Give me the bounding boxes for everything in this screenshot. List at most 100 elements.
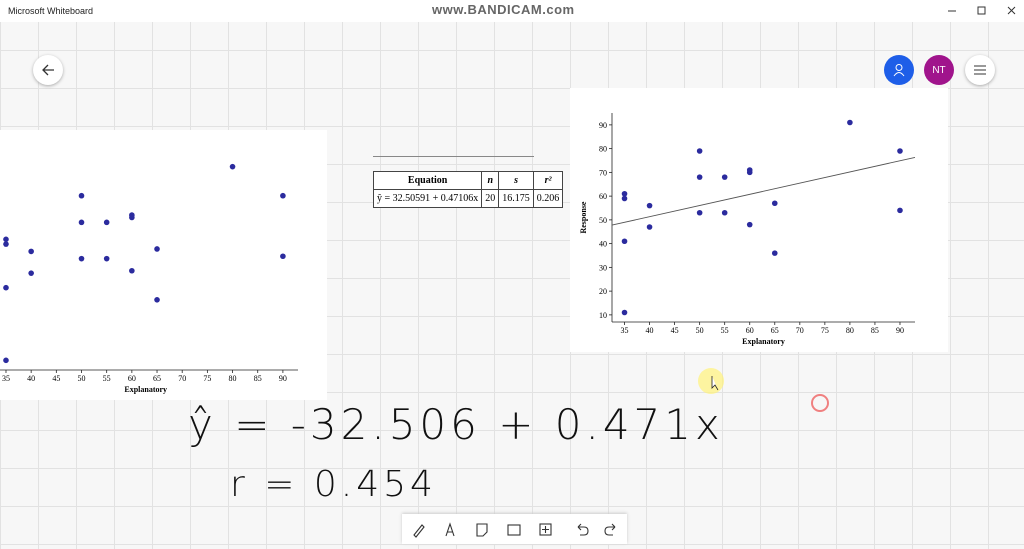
watermark: www.BANDICAM.com <box>432 2 575 17</box>
image-panel <box>0 130 327 400</box>
point <box>78 192 85 199</box>
y-axis-label: Response <box>579 201 588 233</box>
eraser-indicator <box>811 394 829 412</box>
x-tick-label: 55 <box>721 326 729 335</box>
toolbar <box>402 514 627 544</box>
avatar[interactable]: NT <box>924 55 954 85</box>
point <box>154 246 160 252</box>
handwritten-equation: ŷ = -32.506 + 0.471x <box>188 400 724 449</box>
x-tick-label: 60 <box>746 326 754 335</box>
x-tick-label: 70 <box>178 374 186 383</box>
point <box>771 200 778 207</box>
y-tick-label: 40 <box>599 240 607 249</box>
point <box>897 148 903 154</box>
image-tool[interactable] <box>507 524 521 536</box>
point <box>78 219 85 226</box>
point <box>229 163 236 170</box>
x-tick-label: 35 <box>621 326 629 335</box>
x-tick-label: 85 <box>254 374 262 383</box>
point <box>28 248 34 255</box>
x-tick-label: 40 <box>27 374 35 383</box>
point <box>746 221 753 228</box>
window-title: Microsoft Whiteboard <box>8 6 94 16</box>
close[interactable] <box>1007 6 1016 15</box>
toolbar-icons <box>413 522 616 538</box>
x-tick-label: 80 <box>229 374 237 383</box>
regression-table: Equation n s r² ŷ = 32.50591 + 0.47106x … <box>372 171 564 208</box>
note-tool[interactable] <box>476 523 488 537</box>
y-tick-label: 80 <box>599 145 607 154</box>
point <box>696 174 703 180</box>
redo[interactable] <box>604 523 616 536</box>
point <box>646 202 653 209</box>
x-tick-label: 70 <box>796 326 804 335</box>
x-tick-label: 40 <box>646 326 654 335</box>
x-axis-label: Explanatory <box>742 337 785 346</box>
point <box>103 255 110 262</box>
y-tick-label: 10 <box>599 311 607 320</box>
y-tick-label: 50 <box>599 216 607 225</box>
pen-tool[interactable] <box>413 524 425 538</box>
point <box>154 297 160 303</box>
point <box>746 169 753 176</box>
point <box>103 219 110 226</box>
cursor <box>711 376 719 391</box>
menu-button[interactable] <box>965 55 995 85</box>
text-tool[interactable] <box>445 522 455 537</box>
point <box>129 214 135 221</box>
point <box>897 207 903 214</box>
point <box>847 119 853 126</box>
x-tick-label: 35 <box>2 374 10 383</box>
fit-line <box>611 156 916 226</box>
window-controls[interactable] <box>940 0 1024 22</box>
point <box>721 209 728 216</box>
undo[interactable] <box>577 523 589 536</box>
cursor-highlight <box>698 368 724 394</box>
x-tick-label: 55 <box>103 374 111 383</box>
point <box>280 192 286 199</box>
share-button[interactable] <box>884 55 914 85</box>
y-tick-label: 60 <box>599 192 607 201</box>
point <box>3 284 9 291</box>
point <box>621 190 628 197</box>
x-tick-label: 75 <box>203 374 211 383</box>
x-axis-label: Explanatory <box>124 385 167 394</box>
table-cell: 0.206 <box>532 189 564 208</box>
y-tick-label: 70 <box>599 168 607 177</box>
point <box>280 253 286 260</box>
point <box>621 195 628 202</box>
menu-icon <box>974 65 986 75</box>
x-tick-label: 45 <box>52 374 60 383</box>
point <box>646 224 653 230</box>
insert-tool[interactable] <box>539 523 552 536</box>
x-tick-label: 60 <box>128 374 136 383</box>
point <box>696 209 703 216</box>
point <box>129 267 135 274</box>
point <box>3 241 9 247</box>
x-tick-label: 50 <box>78 374 86 383</box>
point <box>3 236 9 243</box>
x-tick-label: 90 <box>896 326 904 335</box>
back-icon <box>42 64 54 76</box>
point <box>78 255 85 262</box>
x-tick-label: 90 <box>279 374 287 383</box>
back-button[interactable] <box>33 55 63 85</box>
title-bar: Microsoft Whiteboard www.BANDICAM.com <box>0 0 1024 22</box>
y-tick-label: 20 <box>599 287 607 296</box>
x-tick-label: 80 <box>846 326 854 335</box>
x-tick-label: 65 <box>153 374 161 383</box>
point <box>621 309 628 316</box>
handwritten-r: r = 0.454 <box>230 464 437 505</box>
x-tick-label: 65 <box>771 326 779 335</box>
point <box>3 357 9 364</box>
point <box>696 148 703 154</box>
point <box>621 238 628 245</box>
x-tick-label: 50 <box>696 326 704 335</box>
table-cell: ŷ = 32.50591 + 0.47106x <box>372 189 483 208</box>
x-tick-label: 45 <box>671 326 679 335</box>
maximize[interactable] <box>977 6 986 15</box>
point <box>721 174 728 180</box>
person-icon <box>893 64 905 77</box>
